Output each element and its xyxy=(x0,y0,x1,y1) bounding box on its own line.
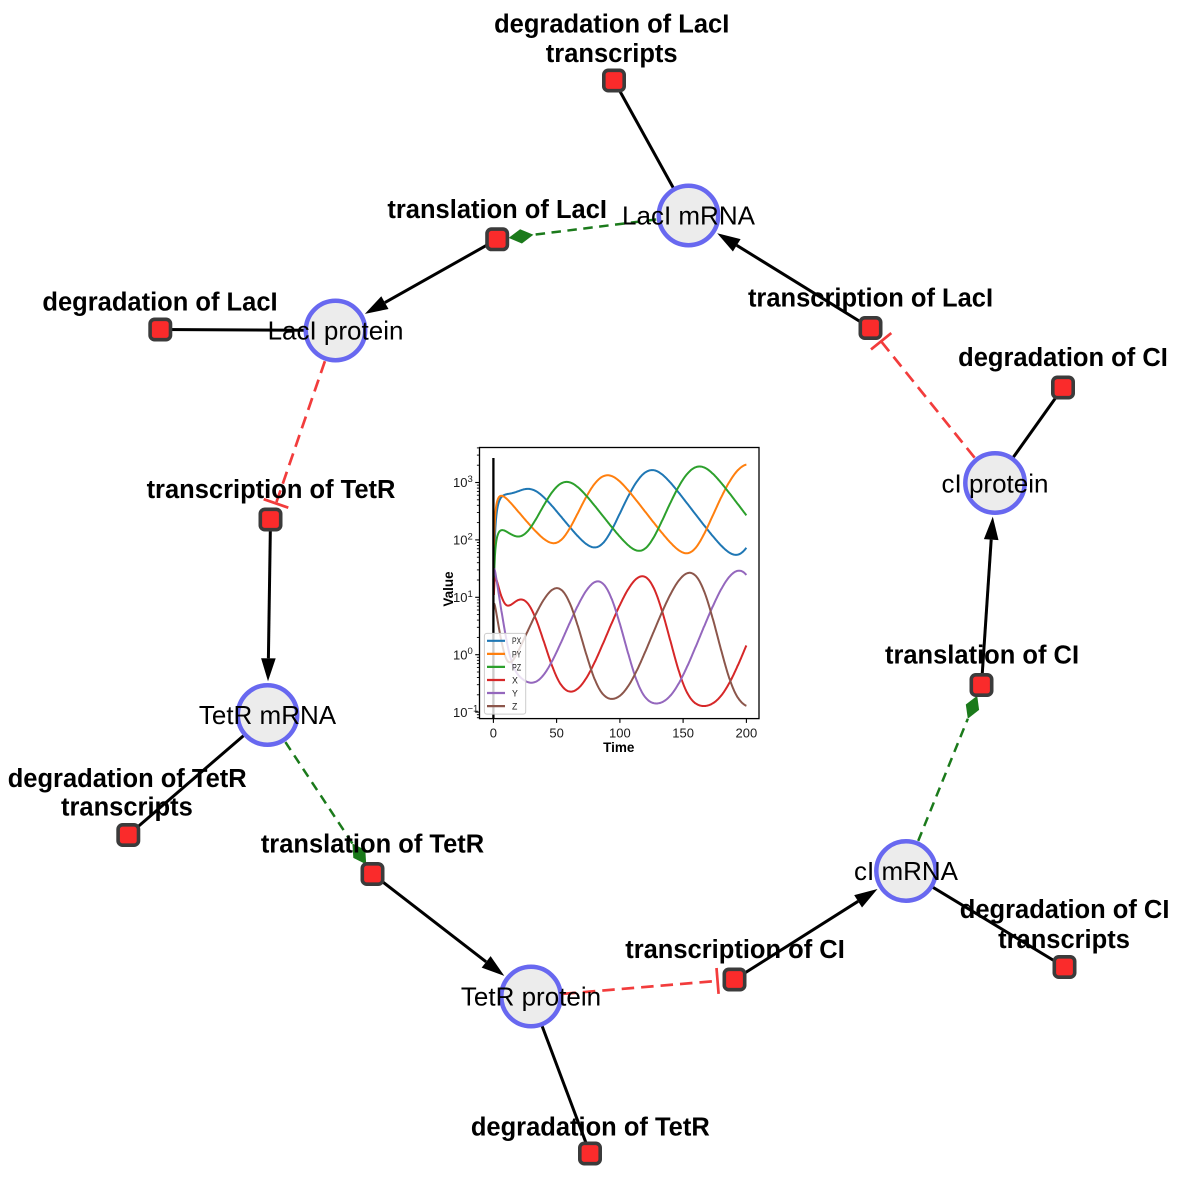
svg-text:50: 50 xyxy=(549,725,563,740)
svg-text:10: 10 xyxy=(453,590,467,605)
svg-text:degradation of LacI: degradation of LacI xyxy=(494,11,729,39)
svg-text:PY: PY xyxy=(512,649,521,659)
svg-text:0: 0 xyxy=(490,725,497,740)
svg-text:1: 1 xyxy=(468,589,473,600)
svg-text:3: 3 xyxy=(468,474,473,485)
svg-text:−1: −1 xyxy=(468,704,479,715)
svg-text:PX: PX xyxy=(512,636,521,646)
svg-text:200: 200 xyxy=(736,725,758,740)
svg-text:Value: Value xyxy=(441,571,456,607)
svg-text:degradation of CI: degradation of CI xyxy=(960,896,1170,924)
svg-text:degradation of LacI: degradation of LacI xyxy=(42,289,277,317)
svg-text:translation of CI: translation of CI xyxy=(885,642,1079,670)
svg-text:cI mRNA: cI mRNA xyxy=(854,856,959,886)
svg-text:TetR mRNA: TetR mRNA xyxy=(199,700,337,730)
svg-text:X: X xyxy=(512,675,518,685)
svg-text:100: 100 xyxy=(609,725,631,740)
svg-text:10: 10 xyxy=(453,475,467,490)
svg-text:Z: Z xyxy=(512,702,518,712)
svg-text:degradation of CI: degradation of CI xyxy=(958,344,1168,372)
svg-text:TetR protein: TetR protein xyxy=(461,982,601,1012)
svg-text:10: 10 xyxy=(453,705,467,720)
svg-text:LacI mRNA: LacI mRNA xyxy=(622,201,756,231)
svg-text:0: 0 xyxy=(468,646,473,657)
svg-text:transcripts: transcripts xyxy=(61,793,193,821)
svg-text:transcripts: transcripts xyxy=(546,40,678,68)
svg-text:Time: Time xyxy=(603,740,635,755)
svg-text:10: 10 xyxy=(453,533,467,548)
svg-text:translation of LacI: translation of LacI xyxy=(387,196,607,224)
svg-text:PZ: PZ xyxy=(512,662,522,672)
svg-text:degradation of TetR: degradation of TetR xyxy=(471,1113,710,1141)
svg-text:cI protein: cI protein xyxy=(942,469,1049,499)
svg-text:LacI protein: LacI protein xyxy=(268,316,404,346)
svg-text:transcripts: transcripts xyxy=(998,926,1130,954)
svg-text:transcription of LacI: transcription of LacI xyxy=(748,285,993,313)
svg-text:2: 2 xyxy=(468,531,473,542)
svg-text:150: 150 xyxy=(672,725,694,740)
svg-text:Y: Y xyxy=(512,688,518,698)
svg-text:transcription of TetR: transcription of TetR xyxy=(147,476,396,504)
svg-text:transcription of CI: transcription of CI xyxy=(625,936,845,964)
svg-text:degradation of TetR: degradation of TetR xyxy=(8,765,247,793)
svg-text:10: 10 xyxy=(453,647,467,662)
svg-text:translation of TetR: translation of TetR xyxy=(261,831,484,859)
